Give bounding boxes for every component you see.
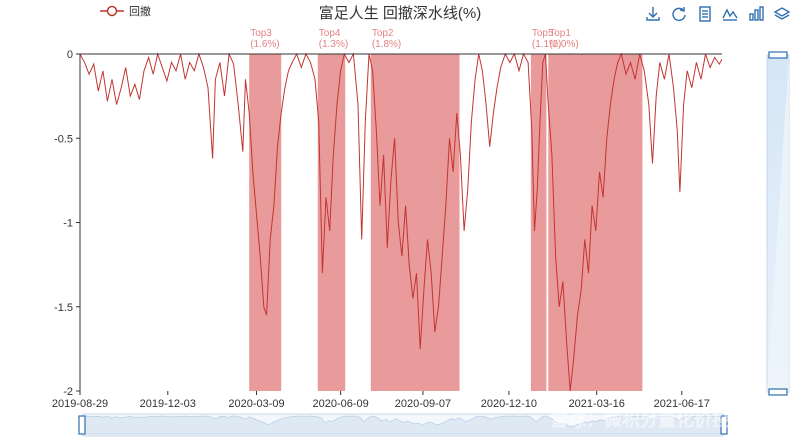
band-label-top5: Top5	[532, 28, 554, 39]
y-tick-label: -0.5	[54, 133, 73, 145]
x-tick-label: 2021-03-16	[569, 398, 625, 410]
x-zoom-slider[interactable]	[78, 413, 728, 437]
x-tick-label: 2020-12-10	[481, 398, 537, 410]
download-icon[interactable]	[645, 6, 661, 22]
band-sublabel-top5: (1.1%)	[532, 39, 561, 50]
band-label-top3: Top3	[250, 28, 272, 39]
y-tick-label: -1	[63, 218, 73, 230]
band-sublabel-top3: (1.6%)	[250, 39, 279, 50]
legend-marker-icon	[106, 5, 118, 17]
x-zoom-left-handle[interactable]	[78, 415, 86, 435]
x-tick-label: 2020-03-09	[228, 398, 284, 410]
band-sublabel-top2: (1.8%)	[372, 39, 401, 50]
legend-item-drawdown[interactable]: 回撤	[129, 4, 151, 18]
band-label-top2: Top2	[372, 28, 394, 39]
bar-chart-icon[interactable]	[748, 6, 764, 22]
x-zoom-right-handle[interactable]	[720, 415, 728, 435]
stack-icon[interactable]	[773, 6, 791, 22]
watermark-text: 雪球：微积分量化价投	[550, 409, 730, 430]
band-label-top1: Top1	[549, 28, 571, 39]
y-tick-label: -1.5	[54, 302, 73, 314]
x-tick-label: 2020-06-09	[313, 398, 369, 410]
x-tick-label: 2020-09-07	[395, 398, 451, 410]
band-top2	[370, 54, 460, 391]
refresh-icon[interactable]	[671, 6, 687, 22]
band-top3	[249, 54, 282, 391]
y-zoom-top-handle[interactable]	[768, 51, 788, 59]
band-label-top4: Top4	[319, 28, 341, 39]
band-top4	[317, 54, 346, 391]
y-tick-label: 0	[67, 49, 73, 61]
chart-title: 富足人生 回撤深水线(%)	[319, 4, 482, 22]
y-tick-label: -2	[63, 386, 73, 398]
x-axis: 2019-08-29 2019-12-03 2020-03-09 2020-06-09…	[52, 391, 710, 410]
line-chart-icon[interactable]	[722, 6, 738, 22]
x-zoom-preview	[84, 415, 722, 435]
drawdown-bands: Top3(1.6%) Top4(1.3%) Top2(1.8%) Top5(1.1%)…	[249, 28, 643, 391]
data-view-icon[interactable]	[697, 6, 713, 22]
band-top1	[548, 54, 643, 391]
toolbar	[645, 6, 791, 22]
y-zoom-slider[interactable]	[766, 51, 790, 396]
band-top5	[530, 54, 547, 391]
legend[interactable]: 回撤	[100, 4, 151, 18]
x-tick-label: 2019-12-03	[140, 398, 196, 410]
band-sublabel-top4: (1.3%)	[319, 39, 348, 50]
x-tick-label: 2021-06-17	[654, 398, 710, 410]
series-line-drawdown	[80, 52, 722, 392]
y-axis: 0 -0.5 -1 -1.5 -2	[54, 49, 80, 398]
x-tick-label: 2019-08-29	[52, 398, 108, 410]
y-zoom-bottom-handle[interactable]	[768, 388, 788, 396]
y-zoom-preview	[767, 55, 789, 392]
band-sublabel-top1: (2.0%)	[549, 39, 578, 50]
